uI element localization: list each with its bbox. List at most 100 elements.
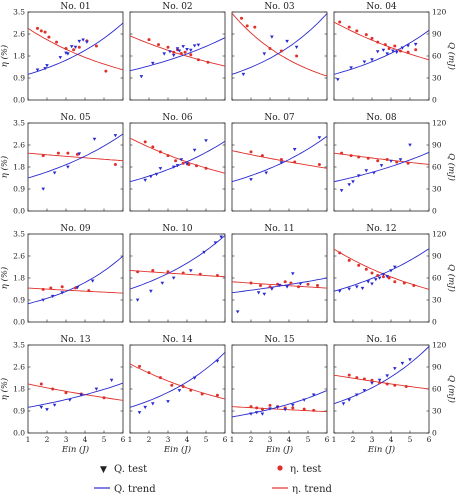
eta-test-point bbox=[293, 160, 297, 164]
panel-11: No. 11 bbox=[231, 224, 328, 323]
y-tick-label: 3.5 bbox=[13, 8, 25, 17]
q-test-point bbox=[336, 78, 340, 82]
q-test-point bbox=[219, 235, 223, 239]
panel-frame bbox=[27, 122, 124, 212]
y2-tick-label: 30 bbox=[432, 407, 442, 416]
y-tick-label: 3.5 bbox=[13, 341, 25, 350]
q-test-point bbox=[355, 393, 359, 397]
eta-trend-line bbox=[333, 248, 430, 290]
y2-tick-label: 90 bbox=[432, 252, 442, 261]
y-tick-label: 2.6 bbox=[13, 30, 25, 39]
eta-test-point bbox=[138, 364, 141, 368]
q-test-point bbox=[377, 378, 382, 382]
y-tick-label: 3.5 bbox=[13, 230, 25, 239]
q-test-point bbox=[235, 310, 240, 314]
panel-10: No. 10 bbox=[129, 224, 226, 323]
q-test-point bbox=[356, 174, 361, 178]
panel-8: No. 08 0 30 60 90 120 Q (mJ) bbox=[333, 113, 457, 216]
q-trend-line bbox=[27, 382, 124, 408]
eta-test-point bbox=[414, 48, 418, 52]
q-test-point bbox=[185, 48, 189, 52]
q-test-point bbox=[204, 139, 208, 143]
eta-test-point bbox=[370, 271, 374, 275]
q-test-point bbox=[364, 169, 369, 173]
q-trend-line bbox=[333, 346, 430, 405]
y-tick-label: 0.9 bbox=[13, 407, 25, 416]
eta-trend-line bbox=[129, 270, 226, 278]
y-axis-label: η (%) bbox=[0, 267, 10, 290]
q-test-point bbox=[90, 279, 95, 283]
eta-test-point bbox=[317, 162, 321, 166]
eta-test-point bbox=[74, 286, 77, 290]
eta-test-point bbox=[215, 393, 219, 397]
eta-test-point bbox=[64, 391, 68, 395]
panel-frame bbox=[129, 344, 226, 434]
q-test-point bbox=[379, 164, 384, 168]
q-test-point bbox=[285, 39, 289, 44]
panel-9: No. 09 0.0 0.9 1.8 2.6 3.5 η (%) bbox=[0, 224, 124, 327]
x-tick-label: 3 bbox=[166, 435, 171, 444]
x-tick-label: 1 bbox=[230, 435, 235, 444]
eta-test-point bbox=[316, 284, 319, 288]
panel-frame bbox=[333, 233, 430, 323]
panel-grid: No. 01 0.0 0.9 1.8 2.6 3.5 η (%) No. 02 No. 03 No… bbox=[0, 2, 457, 455]
panel-frame bbox=[27, 344, 124, 434]
eta-test-point bbox=[253, 25, 257, 29]
panel-title: No. 10 bbox=[162, 224, 193, 234]
eta-test-point bbox=[393, 280, 397, 284]
eta-test-point bbox=[370, 36, 374, 40]
y2-tick-label: 30 bbox=[432, 74, 442, 83]
x-tick-label: 5 bbox=[204, 435, 209, 444]
eta-test-point bbox=[383, 43, 387, 47]
y-tick-label: 1.8 bbox=[13, 385, 25, 394]
q-test-point bbox=[351, 180, 355, 184]
eta-test-point bbox=[206, 60, 210, 64]
eta-test-point bbox=[94, 44, 98, 48]
x-axis-label: Ein (J) bbox=[163, 444, 191, 455]
q-test-point bbox=[43, 67, 47, 71]
eta-test-point bbox=[172, 50, 176, 54]
panel-15: No. 15 1 2 3 4 5 6 Ein (J) bbox=[230, 335, 330, 455]
panel-title: No. 08 bbox=[366, 113, 397, 123]
q-trend-line bbox=[129, 37, 226, 72]
q-test-point bbox=[181, 45, 185, 49]
y2-tick-label: 120 bbox=[432, 230, 447, 239]
legend-q-trend-label: Q. trend bbox=[114, 484, 156, 495]
panel-title: No. 02 bbox=[162, 2, 192, 12]
y2-tick-label: 120 bbox=[432, 119, 447, 128]
panel-7: No. 07 bbox=[231, 113, 328, 212]
q-test-point bbox=[109, 378, 114, 382]
q-test-point bbox=[341, 402, 346, 406]
y-tick-label: 2.6 bbox=[13, 252, 25, 261]
q-test-point bbox=[264, 171, 268, 175]
y-tick-label: 2.6 bbox=[13, 363, 25, 372]
x-tick-label: 4 bbox=[287, 435, 292, 444]
eta-test-point bbox=[136, 270, 140, 274]
q-test-point bbox=[302, 398, 306, 402]
eta-trend-line bbox=[129, 363, 226, 400]
panel-frame bbox=[27, 233, 124, 323]
panel-frame bbox=[231, 233, 328, 323]
eta-test-point bbox=[181, 384, 185, 388]
q-test-point bbox=[408, 358, 412, 362]
eta-test-point bbox=[385, 157, 389, 161]
q-test-point bbox=[298, 282, 303, 286]
q-test-point bbox=[389, 269, 393, 273]
eta-test-point bbox=[260, 407, 264, 411]
eta-test-point bbox=[147, 371, 151, 375]
eta-test-point bbox=[283, 280, 287, 284]
eta-test-point bbox=[249, 281, 253, 285]
q-test-point bbox=[50, 294, 55, 299]
q-test-point bbox=[349, 66, 353, 70]
x-tick-label: 2 bbox=[249, 435, 254, 444]
q-test-point bbox=[81, 38, 85, 42]
eta-test-point bbox=[387, 46, 391, 50]
q-test-point bbox=[85, 40, 89, 44]
q-test-point bbox=[66, 52, 70, 56]
y2-tick-label: 0 bbox=[432, 318, 437, 327]
y2-axis-label: Q (mJ) bbox=[446, 264, 457, 292]
eta-test-point bbox=[36, 26, 39, 30]
x-tick-label: 4 bbox=[83, 435, 88, 444]
eta-test-point bbox=[102, 396, 106, 400]
eta-test-point bbox=[349, 154, 353, 158]
